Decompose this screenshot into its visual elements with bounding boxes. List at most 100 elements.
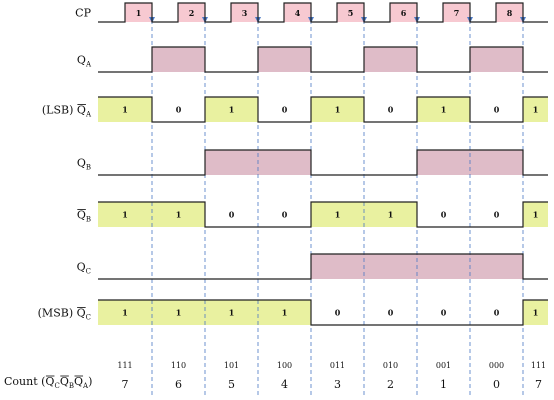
qb_bar-high-segment <box>98 202 152 227</box>
cp-pulse-number: 6 <box>401 8 407 18</box>
qb-high-segment <box>205 150 258 175</box>
cp-pulse-2 <box>178 3 205 22</box>
signal-label-cp: CP <box>75 7 91 20</box>
cp-pulse-5 <box>337 3 364 22</box>
qa_bar-high-segment <box>205 97 258 122</box>
qb-high-segment <box>258 150 311 175</box>
qb_bar-high-segment <box>523 202 548 227</box>
qb_bar-level-value: 0 <box>282 210 288 220</box>
signal-name: Q <box>77 209 86 222</box>
qb-high-segment <box>417 150 470 175</box>
count-decimal-value: 7 <box>122 378 129 391</box>
qc_bar-high-segment <box>152 300 205 325</box>
svg-text:CP: CP <box>75 7 91 20</box>
count-decimal-value: 6 <box>175 378 182 391</box>
qc_bar-level-value: 0 <box>441 308 447 318</box>
cp-pulse-7 <box>443 3 470 22</box>
count-binary-value: 111 <box>117 361 132 370</box>
count-binary-value: 101 <box>224 361 239 370</box>
svg-text:QA: QA <box>77 54 92 69</box>
qc_bar-high-segment <box>258 300 311 325</box>
cp-waveform <box>98 2 548 23</box>
qc-high-segment <box>364 254 417 279</box>
qa_bar-waveform <box>98 96 548 123</box>
signal-subscript: C <box>86 314 91 322</box>
count-binary-value: 010 <box>383 361 398 370</box>
qb_bar-level-value: 1 <box>335 210 341 220</box>
count-label: Count (QCQBQA) <box>4 375 92 390</box>
qb_bar-waveform <box>98 201 548 228</box>
count-decimal-value: 4 <box>281 378 288 391</box>
qb_bar-level-value: 0 <box>494 210 500 220</box>
qb_bar-level-value: 1 <box>122 210 128 220</box>
svg-text:Count (QCQBQA): Count (QCQBQA) <box>4 375 92 390</box>
qc_bar-high-segment <box>205 300 258 325</box>
signal-prefix: (LSB) <box>42 104 77 117</box>
qc_bar-level-value: 1 <box>176 308 182 318</box>
count-binary-value: 100 <box>277 361 292 370</box>
signal-label-qb_bar: QB <box>77 209 91 224</box>
qc_bar-level-value: 1 <box>229 308 235 318</box>
cp-pulse-number: 3 <box>242 8 248 18</box>
svg-text:QB: QB <box>77 209 91 224</box>
svg-text:QB: QB <box>77 157 91 172</box>
count-binary-value: 001 <box>436 361 451 370</box>
qb_bar-high-segment <box>364 202 417 227</box>
qa_bar-high-segment <box>311 97 364 122</box>
signal-label-qc: QC <box>77 261 91 276</box>
signal-name: Q <box>77 104 86 117</box>
cp-pulse-6 <box>390 3 417 22</box>
qa_bar-high-segment <box>417 97 470 122</box>
signal-subscript: A <box>85 111 92 119</box>
qc_bar-level-value: 1 <box>533 308 539 318</box>
qa_bar-level-value: 0 <box>388 105 394 115</box>
signal-subscript: B <box>86 216 91 224</box>
qc-high-segment <box>417 254 470 279</box>
qa-high-segment <box>258 47 311 72</box>
cp-pulse-number: 1 <box>136 8 142 18</box>
signal-name: CP <box>75 7 91 20</box>
svg-text:QC: QC <box>77 261 91 276</box>
qb_bar-level-value: 1 <box>388 210 394 220</box>
qa_bar-level-value: 1 <box>122 105 128 115</box>
count-decimal-value: 1 <box>440 378 447 391</box>
signal-name: Q <box>77 307 86 320</box>
count-binary-value: 000 <box>489 361 504 370</box>
qa_bar-level-value: 0 <box>282 105 288 115</box>
qb_bar-high-segment <box>311 202 364 227</box>
qb_bar-level-value: 1 <box>533 210 539 220</box>
qb_bar-level-value: 1 <box>176 210 182 220</box>
count-decimal-value: 5 <box>228 378 235 391</box>
qa_bar-level-value: 0 <box>494 105 500 115</box>
signal-name: Q <box>77 261 86 274</box>
qa-waveform <box>98 46 548 73</box>
signal-name: Q <box>77 54 86 67</box>
qa-high-segment <box>364 47 417 72</box>
qa_bar-level-value: 0 <box>176 105 182 115</box>
cp-pulse-4 <box>284 3 311 22</box>
cp-pulse-number: 2 <box>189 8 195 18</box>
count-decimal-value: 0 <box>493 378 500 391</box>
qc_bar-level-value: 0 <box>388 308 394 318</box>
count-binary-value: 111 <box>531 361 546 370</box>
qc_bar-level-value: 1 <box>122 308 128 318</box>
count-decimal-value: 2 <box>387 378 394 391</box>
qc_bar-high-segment <box>98 300 152 325</box>
signal-name: Q <box>77 157 86 170</box>
svg-text:(LSB) QA: (LSB) QA <box>42 104 92 119</box>
cp-pulse-number: 4 <box>295 8 301 18</box>
count-title: Count ( <box>4 375 45 388</box>
qc-high-segment <box>311 254 364 279</box>
qa_bar-level-value: 1 <box>441 105 447 115</box>
signal-subscript: B <box>86 164 91 172</box>
count-decimal-value: 7 <box>535 378 542 391</box>
signal-label-qc_bar: (MSB) QC <box>38 307 91 322</box>
cp-pulse-3 <box>231 3 258 22</box>
qc_bar-high-segment <box>523 300 548 325</box>
signal-label-qb: QB <box>77 157 91 172</box>
qb-high-segment <box>470 150 523 175</box>
qc-high-segment <box>470 254 523 279</box>
signal-subscript: C <box>86 268 91 276</box>
cp-pulse-8 <box>496 3 523 22</box>
